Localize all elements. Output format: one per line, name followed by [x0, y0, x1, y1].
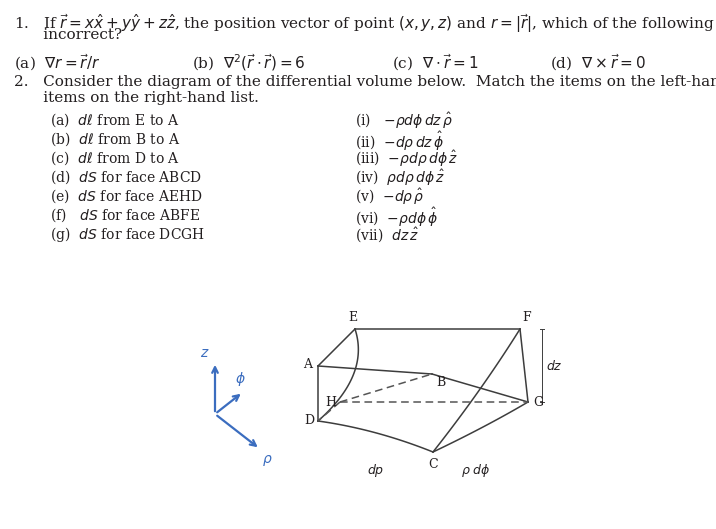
Text: $z$: $z$: [200, 346, 210, 360]
Text: $dz$: $dz$: [546, 359, 563, 372]
Text: $\rho\ d\phi$: $\rho\ d\phi$: [461, 462, 490, 479]
Text: (g)  $dS$ for face DCGH: (g) $dS$ for face DCGH: [50, 225, 205, 244]
Text: (d)  $dS$ for face ABCD: (d) $dS$ for face ABCD: [50, 168, 202, 186]
Text: items on the right-hand list.: items on the right-hand list.: [14, 91, 259, 105]
Text: (b)  $\nabla^2(\vec{r} \cdot \vec{r}) = 6$: (b) $\nabla^2(\vec{r} \cdot \vec{r}) = 6…: [192, 52, 306, 73]
Text: incorrect?: incorrect?: [14, 28, 122, 42]
Text: (ii)  $-d\rho\,dz\,\hat{\phi}$: (ii) $-d\rho\,dz\,\hat{\phi}$: [355, 130, 444, 153]
Text: H: H: [325, 396, 336, 408]
Text: (iv)  $\rho d\rho\,d\phi\,\hat{z}$: (iv) $\rho d\rho\,d\phi\,\hat{z}$: [355, 168, 445, 188]
Text: E: E: [349, 311, 357, 324]
Text: C: C: [428, 458, 437, 471]
Text: (f)   $dS$ for face ABFE: (f) $dS$ for face ABFE: [50, 206, 200, 224]
Text: (c)  $d\ell$ from D to A: (c) $d\ell$ from D to A: [50, 149, 180, 167]
Text: (iii)  $-\rho d\rho\,d\phi\,\hat{z}$: (iii) $-\rho d\rho\,d\phi\,\hat{z}$: [355, 149, 458, 169]
Text: 2.   Consider the diagram of the differential volume below.  Match the items on : 2. Consider the diagram of the different…: [14, 75, 716, 89]
Text: G: G: [533, 396, 543, 408]
Text: $\phi$: $\phi$: [235, 370, 246, 388]
Text: (i)   $-\rho d\phi\,dz\,\hat{\rho}$: (i) $-\rho d\phi\,dz\,\hat{\rho}$: [355, 111, 453, 131]
Text: D: D: [304, 415, 314, 427]
Text: (vii)  $dz\,\hat{z}$: (vii) $dz\,\hat{z}$: [355, 225, 420, 244]
Text: A: A: [303, 358, 312, 370]
Text: (e)  $dS$ for face AEHD: (e) $dS$ for face AEHD: [50, 187, 203, 205]
Text: 1.   If $\vec{r} = x\hat{x} + y\hat{y} + z\hat{z}$, the position vector of point: 1. If $\vec{r} = x\hat{x} + y\hat{y} + z…: [14, 12, 716, 35]
Text: (d)  $\nabla \times \vec{r} = 0$: (d) $\nabla \times \vec{r} = 0$: [550, 52, 646, 72]
Text: $\rho$: $\rho$: [262, 453, 273, 468]
Text: F: F: [522, 311, 531, 324]
Text: (a)  $d\ell$ from E to A: (a) $d\ell$ from E to A: [50, 111, 180, 129]
Text: (b)  $d\ell$ from B to A: (b) $d\ell$ from B to A: [50, 130, 180, 148]
Text: B: B: [436, 376, 445, 389]
Text: $dp$: $dp$: [367, 462, 384, 479]
Text: (a)  $\nabla r = \vec{r}/r$: (a) $\nabla r = \vec{r}/r$: [14, 52, 100, 72]
Text: (vi)  $-\rho d\phi\,\hat{\phi}$: (vi) $-\rho d\phi\,\hat{\phi}$: [355, 206, 438, 229]
Text: (v)  $-d\rho\,\hat{\rho}$: (v) $-d\rho\,\hat{\rho}$: [355, 187, 425, 207]
Text: (c)  $\nabla \cdot \vec{r} = 1$: (c) $\nabla \cdot \vec{r} = 1$: [392, 52, 478, 72]
